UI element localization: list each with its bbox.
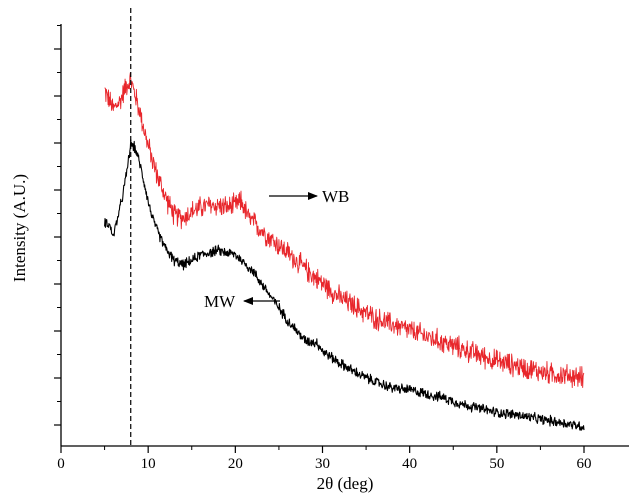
x-tick-label: 0 bbox=[57, 456, 65, 472]
x-tick-label: 60 bbox=[577, 456, 592, 472]
x-tick-label: 30 bbox=[315, 456, 330, 472]
x-tick-label: 50 bbox=[489, 456, 504, 472]
y-ticks bbox=[54, 25, 61, 426]
annotation-label-wb: WB bbox=[322, 187, 349, 206]
axes bbox=[60, 24, 629, 447]
x-tick-label: 40 bbox=[402, 456, 417, 472]
x-ticks: 0 10 20 30 40 50 60 bbox=[57, 446, 592, 472]
series-layer bbox=[104, 72, 585, 431]
series-line-mw bbox=[104, 139, 585, 431]
annotation-label-mw: MW bbox=[204, 292, 236, 311]
y-axis-title: Intensity (A.U.) bbox=[10, 174, 29, 282]
x-tick-label: 10 bbox=[141, 456, 156, 472]
annotation-layer: WB MW bbox=[204, 187, 349, 311]
x-tick-label: 20 bbox=[228, 456, 243, 472]
x-axis-title: 2θ (deg) bbox=[317, 474, 374, 493]
series-line-wb bbox=[104, 72, 585, 389]
